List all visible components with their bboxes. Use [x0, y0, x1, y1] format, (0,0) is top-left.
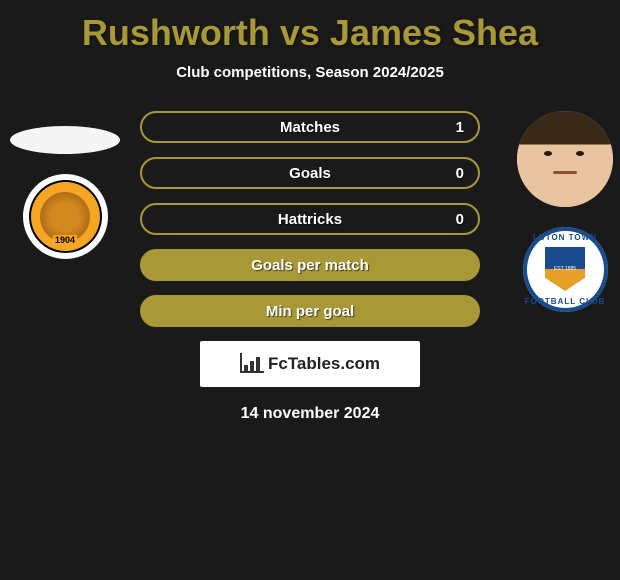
right-player-column: LUTON TOWN EST 1885 FOOTBALL CLUB [505, 111, 620, 312]
subtitle: Club competitions, Season 2024/2025 [0, 64, 620, 81]
stat-value: 0 [456, 205, 464, 233]
player-face-icon [517, 111, 613, 207]
bar-chart-icon [240, 355, 262, 373]
stat-value: 1 [456, 113, 464, 141]
hull-year: 1904 [53, 235, 77, 245]
club-badge-hull: 1904 [23, 174, 108, 259]
luton-ring-top: LUTON TOWN [533, 233, 597, 242]
stat-bar: Matches1 [140, 111, 480, 143]
stat-value: 0 [456, 159, 464, 187]
club-badge-luton: LUTON TOWN EST 1885 FOOTBALL CLUB [523, 227, 608, 312]
hull-tiger-icon [40, 192, 90, 242]
brand-box: FcTables.com [200, 341, 420, 387]
brand-text: FcTables.com [268, 354, 380, 374]
stat-bar: Hattricks0 [140, 203, 480, 235]
stat-label: Matches [142, 113, 478, 141]
date-text: 14 november 2024 [0, 405, 620, 423]
stat-label: Goals per match [142, 251, 478, 279]
stat-label: Min per goal [142, 297, 478, 325]
luton-badge-inner: LUTON TOWN EST 1885 FOOTBALL CLUB [523, 227, 608, 312]
stat-label: Goals [142, 159, 478, 187]
luton-shield-text: EST 1885 [554, 267, 576, 272]
stat-bar: Min per goal [140, 295, 480, 327]
player-photo-right [517, 111, 613, 207]
comparison-content: 1904 LUTON TOWN EST 1885 FOOTBALL CLUB M… [0, 111, 620, 423]
left-player-column: 1904 [5, 111, 125, 259]
page-title: Rushworth vs James Shea [0, 0, 620, 54]
stat-bar: Goals per match [140, 249, 480, 281]
luton-shield-icon: EST 1885 [545, 247, 585, 291]
luton-ring-bottom: FOOTBALL CLUB [525, 297, 606, 306]
stat-bars: Matches1Goals0Hattricks0Goals per matchM… [140, 111, 480, 327]
stat-label: Hattricks [142, 205, 478, 233]
stat-bar: Goals0 [140, 157, 480, 189]
player-photo-placeholder-left [10, 126, 120, 154]
